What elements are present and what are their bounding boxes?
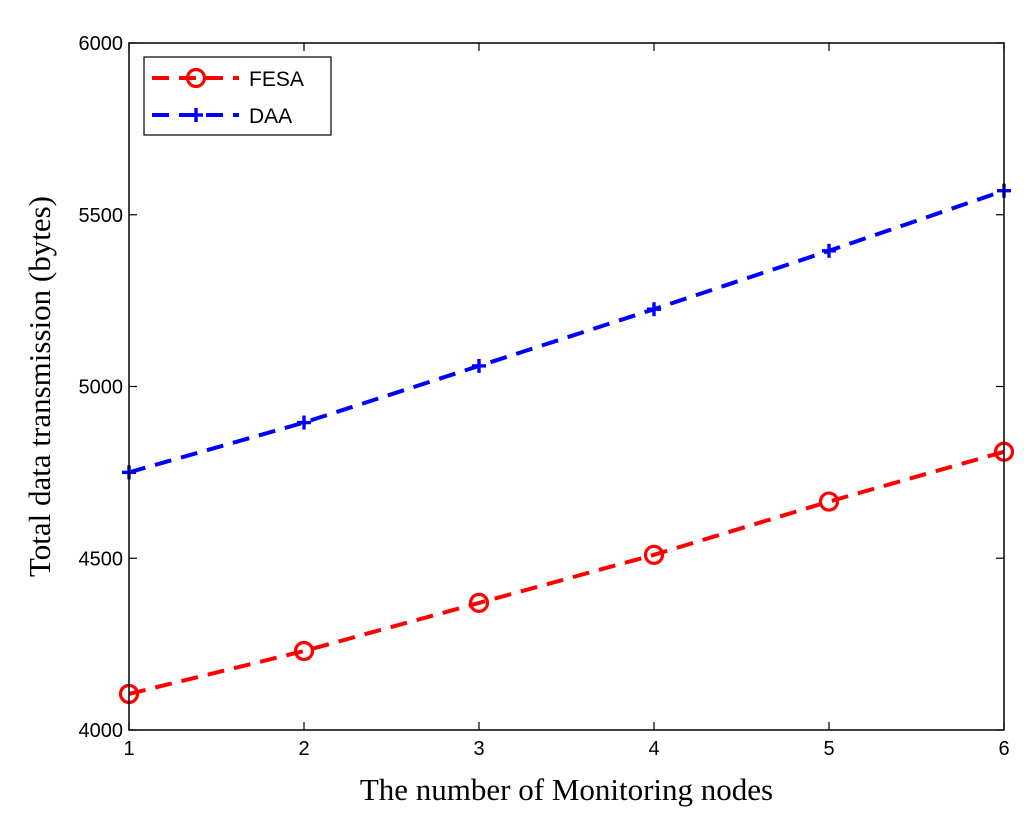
x-tick-label-1: 2 [298, 738, 309, 760]
legend-marker-fesa [185, 67, 207, 89]
data-point-fesa-3 [643, 544, 665, 565]
legend-box [143, 56, 332, 136]
data-point-daa-3 [647, 302, 661, 317]
x-tick-label-4: 5 [823, 738, 834, 760]
x-tick-label-0: 1 [123, 738, 134, 760]
tick-layer: 1 2 3 4 5 6 4000 4500 5000 5500 6000 [79, 33, 1010, 760]
series-line-fesa [128, 449, 1005, 696]
data-point-fesa-4 [818, 491, 840, 512]
y-tick-label-4: 6000 [79, 33, 124, 55]
data-point-daa-1 [297, 415, 311, 430]
legend: FESA DAA [143, 56, 332, 136]
legend-label-fesa: FESA [249, 68, 304, 91]
x-tick-label-5: 6 [998, 738, 1009, 760]
x-tick-label-3: 4 [648, 738, 659, 760]
x-axis-title: The number of Monitoring nodes [360, 772, 773, 807]
legend-entry-daa: DAA [152, 105, 292, 128]
legend-symbol-daa [189, 108, 203, 122]
y-tick-label-1: 4500 [79, 548, 124, 570]
data-point-fesa-2 [468, 592, 490, 614]
y-axis-title: Total data transmission (bytes) [22, 196, 57, 577]
x-tick-label-2: 3 [473, 738, 484, 760]
legend-label-daa: DAA [249, 105, 292, 128]
legend-marker-daa [189, 108, 203, 122]
data-point-fesa-1 [293, 640, 315, 662]
legend-entry-fesa: FESA [152, 67, 304, 91]
legend-symbol-fesa [185, 67, 207, 89]
data-point-daa-2 [472, 358, 486, 373]
plot-layer [118, 183, 1015, 705]
series-line-daa [128, 188, 1005, 475]
y-tick-label-0: 4000 [79, 720, 124, 742]
data-point-daa-4 [822, 243, 836, 258]
y-tick-label-3: 5500 [79, 205, 124, 227]
plot-frame [128, 42, 1005, 731]
y-tick-label-2: 5000 [79, 377, 124, 399]
